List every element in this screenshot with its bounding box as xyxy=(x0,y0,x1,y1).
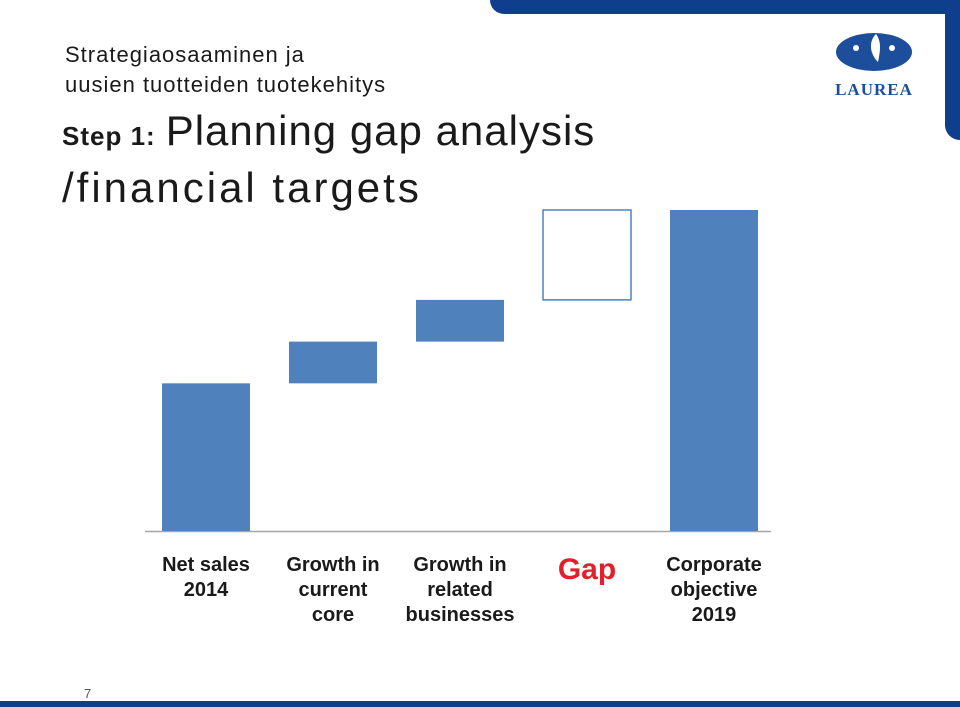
category-label-line: Corporate xyxy=(666,554,762,576)
laurea-logo-icon xyxy=(836,33,912,71)
category-label-line: current xyxy=(298,579,368,601)
category-label-net-sales-2014: Net sales 2014 xyxy=(131,553,281,603)
category-label-line: Growth in xyxy=(286,554,380,576)
top-decorative-band xyxy=(490,0,960,14)
course-title-line1: Strategiaosaaminen ja xyxy=(65,42,305,67)
category-label-line: 2014 xyxy=(183,579,229,601)
bar-net-sales-2014 xyxy=(162,383,250,531)
slide-title-line2: /financial targets xyxy=(62,164,422,211)
category-label-line: related xyxy=(427,579,493,601)
laurea-logo-text: LAUREA xyxy=(835,80,913,99)
right-decorative-band xyxy=(945,0,960,140)
category-label-line: Gap xyxy=(557,553,617,586)
category-label-line: Net sales xyxy=(162,554,250,576)
bar-gap xyxy=(542,209,632,301)
course-title-line2: uusien tuotteiden tuotekehitys xyxy=(65,72,387,97)
category-label-line: businesses xyxy=(405,604,515,626)
bar-corporate-objective-2019 xyxy=(670,210,758,531)
category-label-line: objective xyxy=(670,579,758,601)
category-label-growth-in-current-core: Growth in current core xyxy=(258,553,408,628)
slide-title-main: Planning gap analysis xyxy=(165,107,596,154)
bottom-decorative-band xyxy=(0,701,960,707)
category-label-line: 2019 xyxy=(691,604,737,626)
slide-title: Step 1: Planning gap analysis xyxy=(62,108,595,164)
category-label-gap: Gap xyxy=(512,553,662,587)
category-label-line: Growth in xyxy=(413,554,507,576)
bar-growth-in-current-core xyxy=(289,341,377,384)
slide-title-step: Step 1: xyxy=(62,121,156,151)
category-label-growth-in-related-businesses: Growth in related businesses xyxy=(385,553,535,628)
page-number: 7 xyxy=(84,686,92,701)
category-label-line: core xyxy=(311,604,355,626)
category-label-corporate-objective-2019: Corporate objective 2019 xyxy=(639,553,789,628)
bar-growth-in-related-businesses xyxy=(416,299,504,342)
